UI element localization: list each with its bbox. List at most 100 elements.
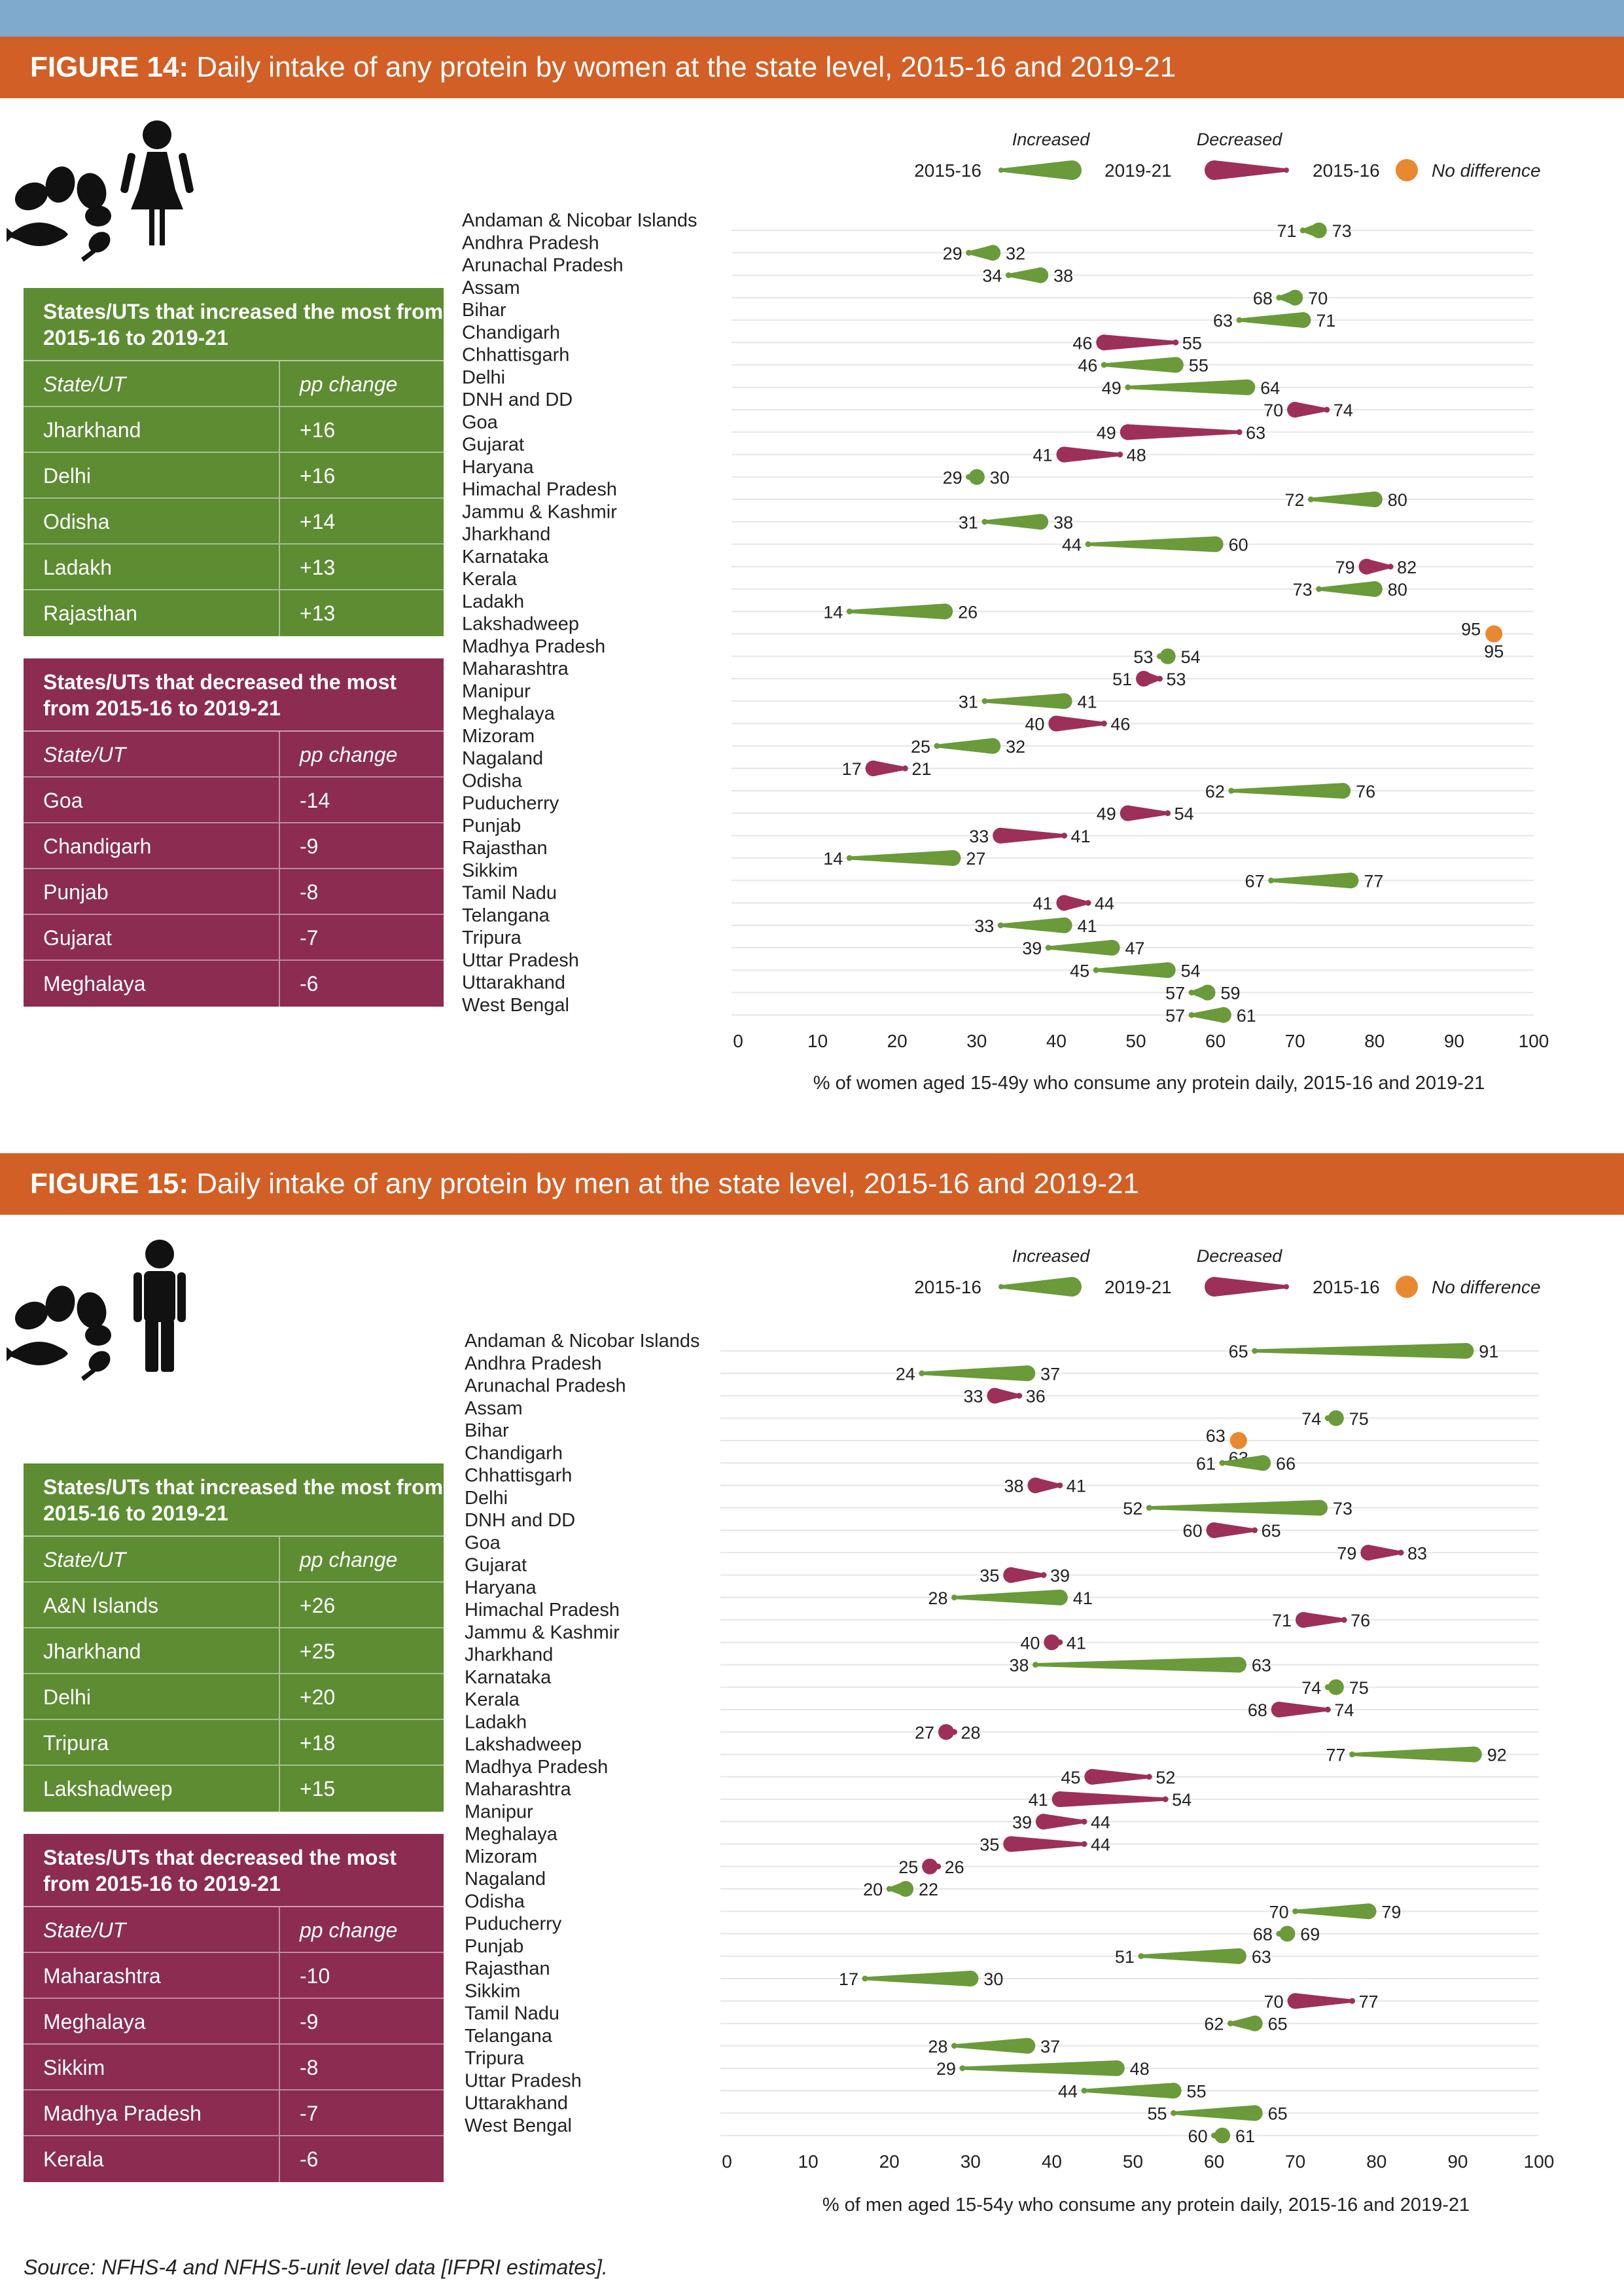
point-2019 [1295,312,1311,328]
legend-no-difference-label: No difference [1432,1277,1541,1297]
state-label: Rajasthan [462,838,548,859]
value-label-left: 55 [1148,2104,1167,2124]
value-label-left: 33 [963,1387,983,1407]
cell-state: Madhya Pradesh [24,2090,280,2135]
value-label-right: 44 [1091,1812,1110,1832]
value-label-left: 44 [1058,2081,1078,2101]
point-2019 [1328,1410,1344,1426]
value-label-left: 46 [1072,333,1092,353]
state-row: Telangana 28 37 [465,2026,1060,2056]
dumbbell-bar [1084,1768,1150,1785]
x-axis: 0 10 20 30 40 50 60 70 80 90 100 % of men aged 15-5… [722,2151,1554,2215]
table-row: Delhi +20 [24,1674,444,1720]
state-label: Chhattisgarh [465,1465,572,1486]
point-2015 [1252,1527,1258,1534]
value-label-right: 65 [1262,1521,1281,1541]
point-2019 [1287,289,1303,306]
state-row: Puducherry 68 69 [465,1914,1320,1945]
value-label-right: 47 [1125,939,1145,958]
state-label: Telangana [465,2026,553,2047]
point-2015 [1125,384,1131,391]
state-row: Bihar 63 71 [462,300,1335,331]
value-label-left: 52 [1123,1499,1142,1518]
value-label-left: 28 [928,1588,947,1608]
state-row: Odisha 70 79 [465,1891,1401,1922]
x-tick-label: 0 [733,1031,743,1051]
value-label-right: 21 [911,759,931,779]
legend-no-difference-mark [1396,159,1418,181]
state-label: Ladakh [462,591,524,612]
state-row: Tamil Nadu 41 44 [462,883,1114,914]
value-label-right: 77 [1364,871,1383,891]
value-label-left: 68 [1253,1925,1273,1945]
value-label-right: 77 [1359,1992,1379,2011]
state-label: Andaman & Nicobar Islands [462,210,697,231]
value-label-right: 55 [1182,333,1202,353]
point-2019 [1328,1679,1344,1695]
point-2019 [1044,1634,1060,1651]
point-2019 [1167,357,1184,373]
state-row: Haryana 29 30 [462,457,1010,488]
point-2015 [1227,2020,1233,2026]
point-2019 [1120,805,1136,821]
value-label-right: 63 [1252,1947,1271,1967]
table-row: Kerala -6 [24,2136,444,2182]
col-state: State/UT [24,1907,280,1952]
table-header: States/UTs that decreased the most from … [24,658,444,732]
cell-change: +25 [300,1640,336,1663]
state-label: Ladakh [465,1712,527,1732]
state-label: Mizoram [462,726,535,747]
x-tick-label: 20 [879,2151,900,2172]
point-2015 [1324,1706,1331,1713]
legend-from-label: 2015-16 [914,1277,981,1297]
state-label: Haryana [465,1577,537,1598]
state-label: Jammu & Kashmir [465,1622,620,1643]
state-label: Kerala [465,1689,520,1710]
state-row: Rajasthan 14 27 [462,838,985,869]
value-label-left: 41 [1033,894,1053,914]
point-2019 [1051,1791,1068,1807]
state-row: Arunachal Pradesh 34 38 [462,255,1073,286]
state-row: Odisha 62 76 [462,770,1375,801]
value-label-right: 53 [1166,670,1186,689]
point-2019 [865,761,881,776]
x-tick-label: 10 [798,2151,819,2172]
point-2015 [1236,429,1243,435]
legend-increased-mark [1001,1277,1082,1297]
state-label: Meghalaya [462,704,556,725]
table-header: States/UTs that increased the most from … [24,288,444,361]
state-label: Uttarakhand [465,2093,568,2114]
point-2015 [902,765,908,772]
chart-legend: Increased Decreased 2015-16 2019-21 2015-16 N… [914,1246,1541,1298]
value-label-right: 63 [1252,1656,1271,1676]
table-row: Sikkim -8 [24,2045,444,2090]
value-label-left: 72 [1284,490,1304,510]
value-label-right: 28 [961,1723,980,1742]
state-row: Uttarakhand 57 59 [462,973,1240,1003]
point-2019 [1051,1589,1068,1605]
value-label-right: 38 [1053,266,1073,286]
cell-state: Goa [24,778,280,822]
value-label-left: 57 [1165,984,1185,1003]
value-label-left: 71 [1272,1611,1292,1630]
point-2019 [1458,1343,1474,1359]
figure-15-title-bar: FIGURE 15: Daily intake of any protein b… [0,1153,1624,1215]
point-2019 [1255,1455,1271,1471]
value-label-left: 29 [943,243,962,263]
value-label-right: 26 [958,602,978,622]
state-label: Sikkim [462,860,518,881]
dumbbell-bar [937,738,1001,754]
state-row: Jammu & Kashmir 40 41 [465,1622,1086,1653]
fig14-decreased-table: States/UTs that decreased the most from … [24,658,444,1007]
chart-legend: Increased Decreased 2015-16 2019-21 2015-16 N… [914,130,1541,181]
point-2019 [1215,1007,1231,1023]
point-2015 [966,249,972,256]
no-difference-dot [1229,1432,1247,1449]
state-label: Jharkhand [462,524,550,545]
state-row: Delhi 52 73 [465,1488,1352,1518]
dumbbell-bar [1035,1657,1246,1673]
state-row: Goa 79 83 [465,1532,1427,1563]
value-label-2019: 95 [1484,642,1504,662]
table-row: Jharkhand +16 [24,407,444,453]
state-row: Karnataka 79 82 [462,547,1417,577]
